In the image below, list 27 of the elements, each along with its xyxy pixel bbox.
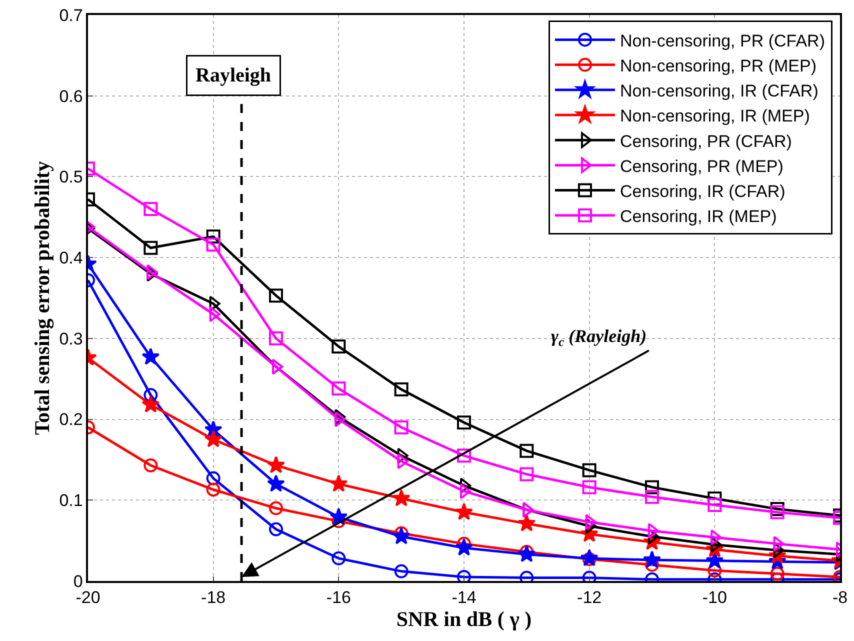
x-tick-label: -18 [201, 588, 226, 608]
y-tick-label: 0.5 [59, 168, 83, 187]
legend-label: Censoring, IR (MEP) [620, 207, 777, 226]
legend-label: Non-censoring, IR (CFAR) [620, 82, 818, 101]
y-tick-label: 0.6 [59, 86, 83, 106]
legend-label: Censoring, PR (CFAR) [620, 132, 792, 151]
x-axis-title: SNR in dB ( γ ) [396, 607, 532, 632]
x-tick-label: -12 [577, 588, 602, 608]
x-tick-label: -8 [832, 588, 848, 608]
y-tick-label: 0.4 [59, 248, 83, 268]
legend-label: Non-censoring, IR (MEP) [620, 106, 810, 126]
x-tick-label: -16 [326, 588, 351, 608]
annotation: Rayleigh [196, 64, 272, 86]
x-tick-label: -10 [702, 588, 727, 608]
legend-label: Censoring, PR (MEP) [620, 156, 784, 176]
y-tick-label: 0.3 [59, 329, 83, 348]
y-tick-label: 0.1 [59, 491, 83, 510]
y-tick-label: 0.2 [59, 410, 83, 430]
annotation: γ$_{c}$ (Rayleigh) [551, 326, 647, 349]
legend-label: Non-censoring, PR (MEP) [620, 56, 816, 76]
x-tick-label: -14 [452, 588, 476, 608]
x-tick-label: -20 [76, 588, 100, 608]
y-tick-label: 0 [73, 572, 83, 591]
legend-label: Censoring, IR (CFAR) [620, 182, 786, 201]
y-tick-label: 0.7 [59, 6, 83, 25]
y-axis-title: Total sensing error probability [30, 160, 54, 436]
legend-label: Non-censoring, PR (CFAR) [620, 31, 825, 50]
